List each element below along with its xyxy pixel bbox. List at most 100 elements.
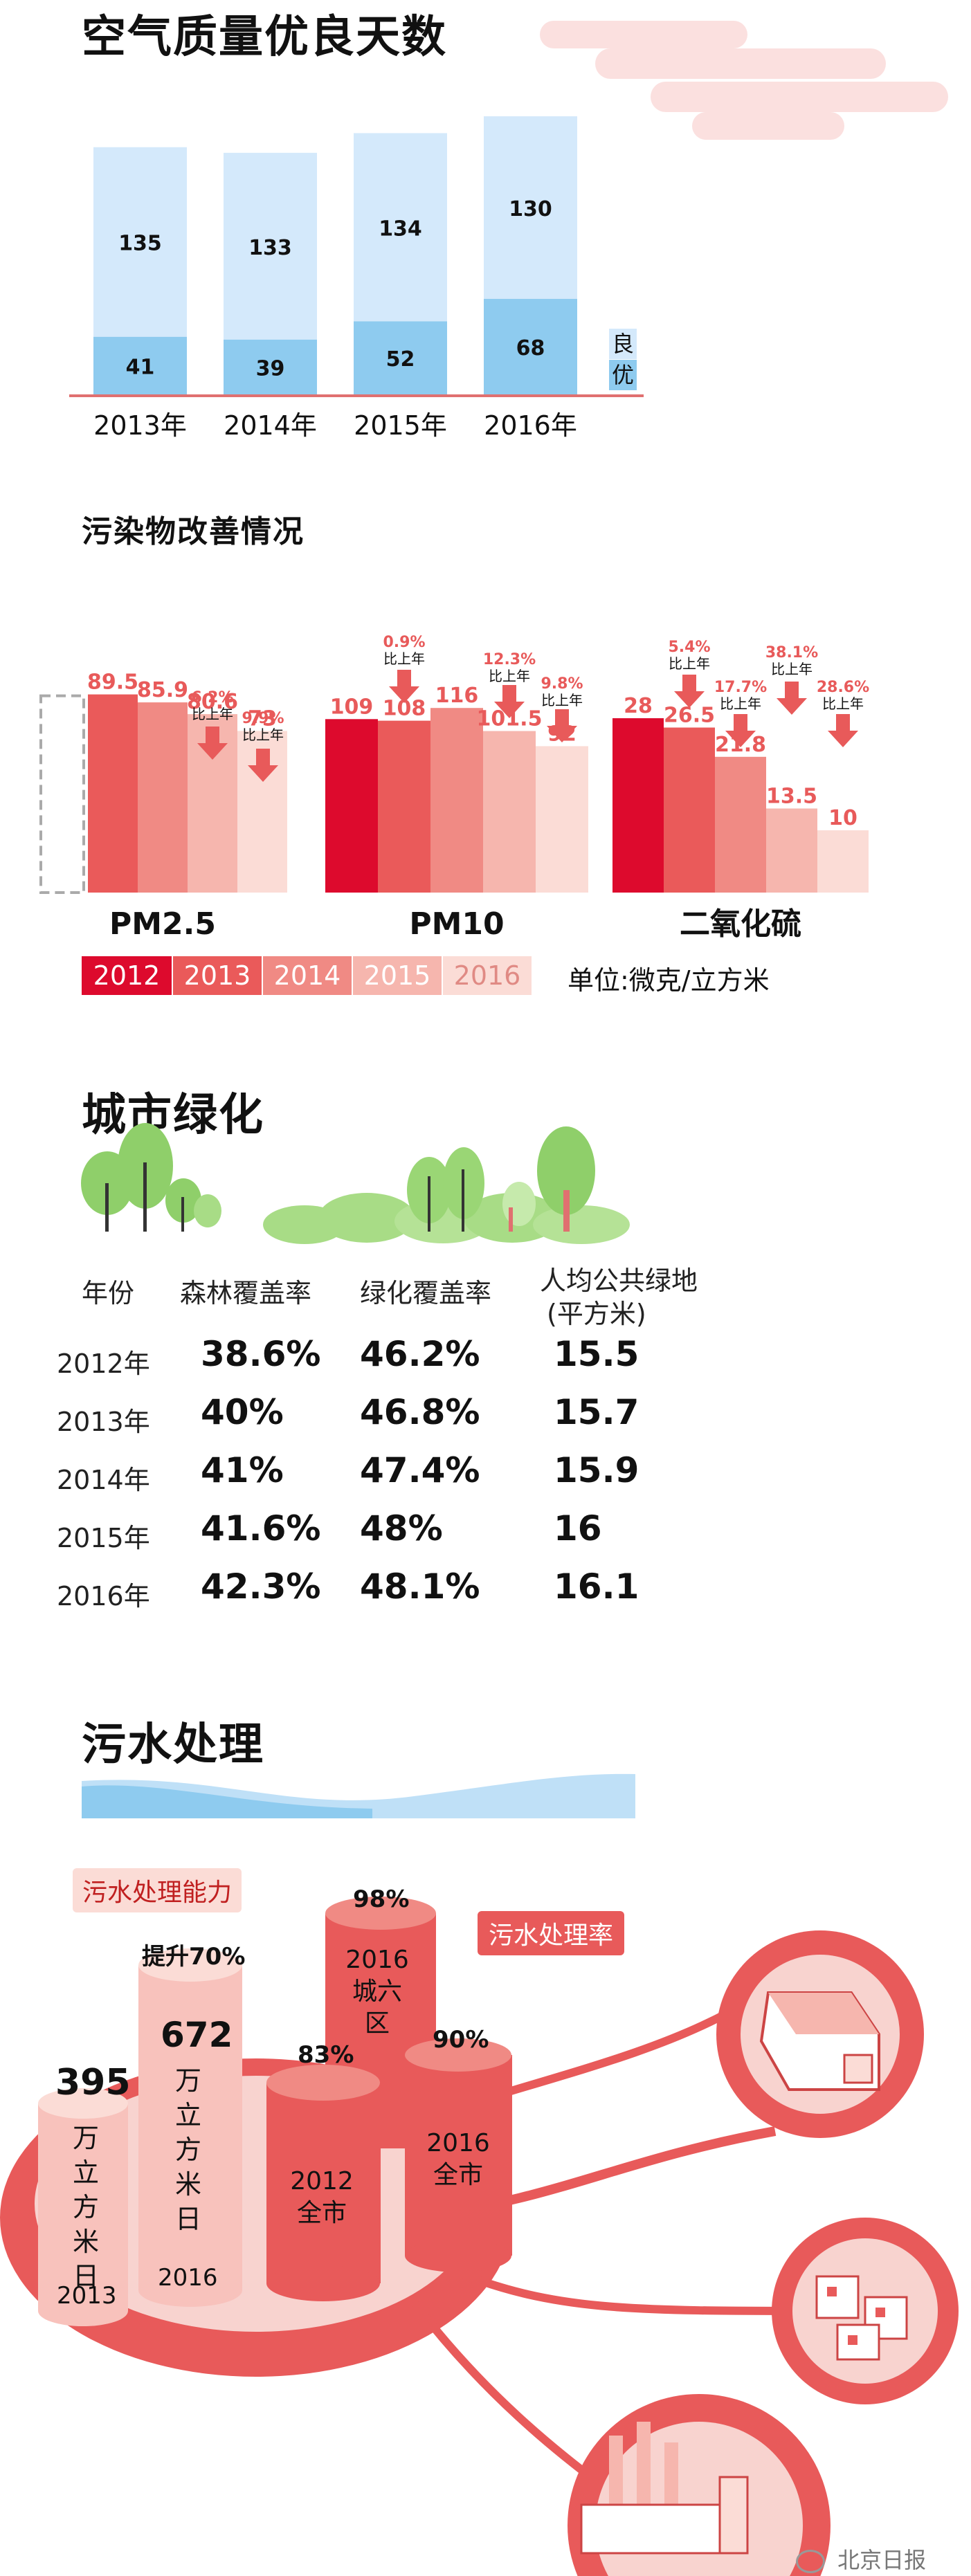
- capacity-label-text: 污水处理能力: [82, 1879, 233, 1907]
- bar-2-3: [766, 808, 817, 893]
- header-forest: 森林覆盖率: [180, 1278, 312, 1308]
- note-pm10-2015-compare: 比上年: [489, 668, 530, 684]
- row-green: 46.8%: [360, 1392, 480, 1432]
- bar-0-1: [88, 694, 138, 893]
- note-pm25-2016-pct: 9.9%: [242, 710, 284, 727]
- c2013-value: 395: [55, 2062, 131, 2103]
- r2016-city-name: 2016全市: [426, 2129, 490, 2189]
- rate-label: 污水处理率: [478, 1911, 625, 1955]
- row-forest: 38.6%: [201, 1334, 321, 1374]
- unit-label: 单位:微克/立方米: [568, 965, 770, 996]
- bar-2-0: [612, 718, 664, 893]
- legend-2016: 2016: [443, 956, 532, 995]
- row-park: 15.5: [554, 1334, 639, 1374]
- label-good-0: 135: [118, 232, 162, 256]
- arrow-so2-2016: [828, 714, 858, 747]
- bar-2-1: [664, 727, 715, 893]
- note-pm10-2016-compare: 比上年: [541, 692, 583, 709]
- label-excellent-1: 39: [256, 356, 285, 381]
- bar-2-2: [715, 756, 766, 893]
- legend-good-chip: [609, 329, 637, 359]
- header-park: 人均公共绿地: [540, 1266, 698, 1296]
- value-2-4: 10: [828, 806, 857, 830]
- row-forest: 41%: [201, 1450, 284, 1490]
- bar-1-4: [536, 746, 588, 893]
- bar-excellent-2: [354, 321, 447, 394]
- pollution-chart: 89.585.980.673PM2.5109108116101.592PM102…: [39, 615, 869, 942]
- bar-1-2: [430, 708, 483, 893]
- r2016-city-value: 90%: [433, 2026, 489, 2054]
- watermark: 北京日报: [796, 2543, 926, 2575]
- arrow-so2-2013: [674, 675, 705, 708]
- row-green: 46.2%: [360, 1334, 480, 1374]
- c2016-value: 672: [161, 2015, 233, 2055]
- note-so2-2013-pct: 5.4%: [668, 639, 710, 656]
- note-so2-2016-compare: 比上年: [822, 695, 864, 712]
- row-year: 2013年: [57, 1407, 150, 1437]
- note-so2-2014-compare: 比上年: [720, 695, 761, 712]
- year-label-0: 2013年: [93, 410, 187, 441]
- bar-excellent-3: [484, 298, 577, 394]
- bar-good-0: [93, 147, 187, 337]
- value-0-4: 73: [248, 706, 277, 731]
- trees-illustration: [81, 1123, 630, 1244]
- label-excellent-3: 68: [516, 336, 545, 360]
- note-pm10-2015-pct: 12.3%: [483, 651, 536, 668]
- legend-2013: 2013: [173, 956, 262, 995]
- bar-excellent-0: [93, 336, 187, 394]
- bar-1-3: [483, 731, 536, 893]
- value-0-3: 80.6: [187, 690, 238, 714]
- arrow-pm25-2015: [197, 727, 228, 760]
- r2012-value: 83%: [298, 2041, 354, 2069]
- row-forest: 40%: [201, 1392, 284, 1432]
- bar-excellent-1: [224, 339, 317, 394]
- arrow-so2-2015: [777, 682, 807, 715]
- note-pm10-2013-pct: 0.9%: [383, 634, 425, 651]
- legend-2014: 2014: [263, 956, 352, 995]
- bar-1-0: [325, 719, 378, 893]
- header-park-unit: (平方米): [547, 1299, 646, 1329]
- r2012-name: 2012全市: [290, 2167, 354, 2227]
- bar-good-2: [354, 133, 447, 322]
- group-label-2: 二氧化硫: [680, 906, 801, 942]
- group-label-0: PM2.5: [109, 906, 216, 942]
- note-pm25-2016-compare: 比上年: [242, 727, 284, 743]
- label-excellent-2: 52: [386, 347, 415, 372]
- c2016-unit: 万立方米日: [175, 2065, 202, 2234]
- label-good-1: 133: [248, 236, 292, 260]
- r2016-six-value: 98%: [353, 1885, 410, 1913]
- note-pm10-2013-compare: 比上年: [383, 650, 425, 667]
- row-park: 16: [554, 1508, 602, 1549]
- row-year: 2014年: [57, 1465, 150, 1495]
- arrow-pm10-2013: [389, 670, 419, 703]
- rate-label-text: 污水处理率: [489, 1921, 614, 1950]
- note-so2-2013-compare: 比上年: [669, 655, 710, 672]
- year-label-2: 2015年: [354, 410, 447, 441]
- capacity-label: 污水处理能力: [73, 1868, 242, 1912]
- value-2-0: 28: [624, 694, 653, 718]
- note-pm10-2014-compare: 比上年: [436, 651, 478, 668]
- year-label-1: 2014年: [224, 410, 317, 441]
- cloud-decoration: [540, 21, 948, 140]
- value-0-2: 85.9: [137, 678, 188, 702]
- bar-good-3: [484, 116, 577, 299]
- label-excellent-0: 41: [126, 355, 155, 379]
- value-0-1: 89.5: [87, 670, 138, 695]
- year-label-3: 2016年: [484, 410, 577, 441]
- bar-good-1: [224, 152, 317, 340]
- row-year: 2015年: [57, 1523, 150, 1553]
- bar-0-2: [138, 702, 188, 893]
- arrow-pm10-2014: [440, 615, 473, 650]
- legend-good-text: 良: [612, 331, 634, 357]
- row-green: 48%: [360, 1508, 443, 1549]
- header-green: 绿化覆盖率: [360, 1278, 492, 1308]
- air-title: 空气质量优良天数: [82, 12, 447, 63]
- arrow-pm10-2016: [547, 709, 577, 742]
- bar-2-4: [817, 830, 869, 893]
- legend-2012: 2012: [82, 956, 172, 995]
- air-quality-chart: 135 41 2013年 133 39 2014年 134 52 2015年 130 68 2016年…: [69, 116, 644, 441]
- green-title: 城市绿化: [82, 1090, 264, 1141]
- bar-1-1: [378, 720, 430, 893]
- c2016-rise: 提升70%: [142, 1943, 246, 1971]
- header-year: 年份: [82, 1278, 135, 1308]
